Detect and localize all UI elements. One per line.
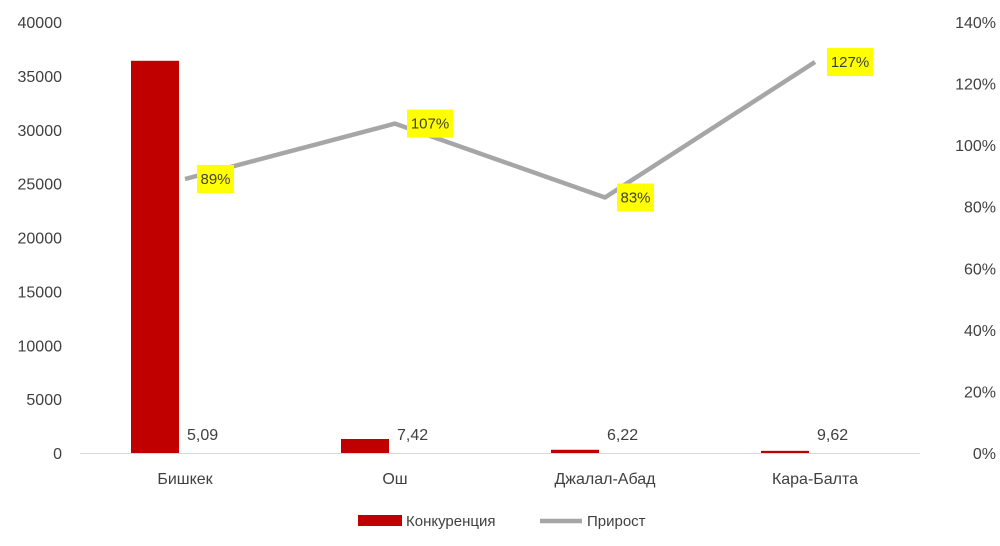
line-series bbox=[184, 60, 817, 200]
bar-data-label: 9,62 bbox=[817, 427, 848, 444]
y-left-tick-label: 5000 bbox=[26, 392, 62, 409]
bar-data-label: 5,09 bbox=[187, 427, 218, 444]
line-data-label: 107% bbox=[411, 116, 449, 133]
y-left-tick-label: 10000 bbox=[18, 338, 63, 355]
line-data-label: 83% bbox=[620, 189, 650, 206]
bar-data-label: 6,22 bbox=[607, 427, 638, 444]
x-tick-label: Джалал-Абад bbox=[554, 471, 656, 488]
x-tick-label: Кара-Балта bbox=[772, 471, 858, 488]
x-tick-label: Бишкек bbox=[157, 471, 213, 488]
y-left-tick-label: 35000 bbox=[18, 69, 63, 86]
y-left-tick-label: 0 bbox=[53, 446, 62, 463]
bar bbox=[341, 438, 389, 453]
x-tick-label: Ош bbox=[382, 471, 407, 488]
y-right-tick-label: 120% bbox=[955, 77, 996, 94]
line-data-label: 127% bbox=[831, 54, 869, 71]
line-data-label-bg bbox=[827, 48, 873, 77]
y-right-tick-label: 100% bbox=[955, 138, 996, 155]
line-data-label-bg bbox=[197, 165, 234, 194]
y-left-tick-label: 40000 bbox=[18, 15, 63, 32]
bar bbox=[131, 60, 179, 453]
y-right-tick-label: 140% bbox=[955, 15, 996, 32]
y-right-tick-label: 60% bbox=[964, 261, 996, 278]
bar-data-label: 7,42 bbox=[397, 427, 428, 444]
line-data-label-bg bbox=[407, 109, 453, 138]
y-left-tick-label: 25000 bbox=[18, 177, 63, 194]
y-left-tick-label: 20000 bbox=[18, 231, 63, 248]
y-right-tick-label: 80% bbox=[964, 200, 996, 217]
legend-label: Прирост bbox=[587, 513, 646, 530]
line-data-label: 89% bbox=[200, 171, 230, 188]
y-left-tick-label: 30000 bbox=[18, 123, 63, 140]
bar bbox=[551, 449, 599, 453]
y-right-tick-label: 0% bbox=[973, 446, 996, 463]
legend-swatch-bar bbox=[358, 515, 402, 526]
line-data-label-bg bbox=[617, 183, 654, 212]
y-left-tick-label: 15000 bbox=[18, 284, 63, 301]
bar bbox=[761, 450, 809, 453]
y-right-tick-label: 20% bbox=[964, 384, 996, 401]
y-right-tick-label: 40% bbox=[964, 323, 996, 340]
legend-label: Конкуренция bbox=[406, 513, 496, 530]
